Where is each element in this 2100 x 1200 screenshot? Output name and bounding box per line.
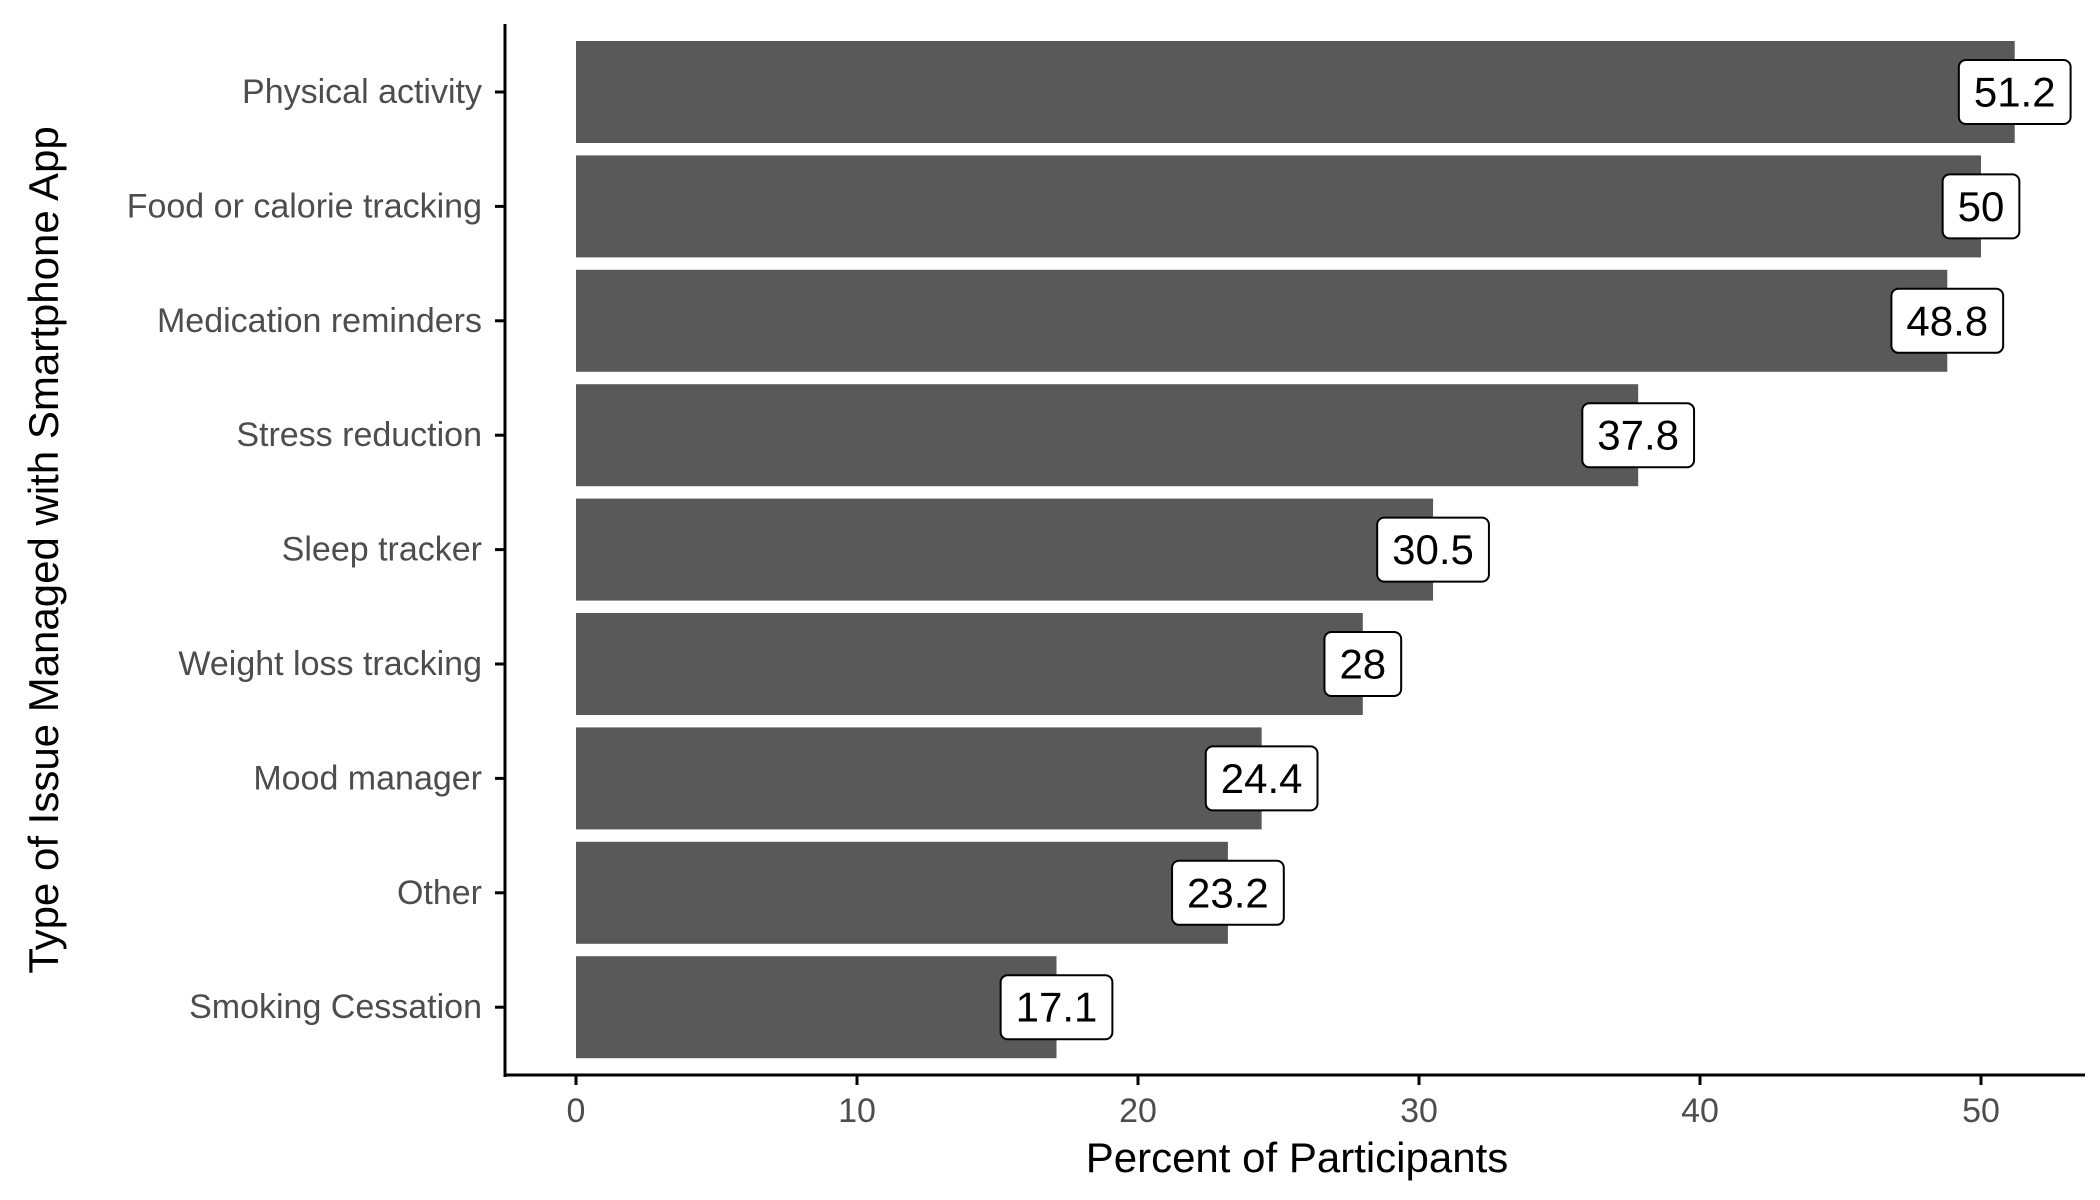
x-tick-labels: 0 10 20 30 40 50 [567, 1076, 2000, 1130]
data-label-text-smoking-cessation: 17.1 [1016, 984, 1098, 1031]
data-label-sleep-tracker: 30.5 [1376, 516, 1490, 583]
data-labels-group: 51.2 50 48.8 37.8 30.5 28 24.4 23.2 17.1 [999, 59, 2072, 1041]
data-label-box-food-or-calorie-tracking [1941, 173, 2021, 240]
bar-other [576, 841, 1228, 944]
y-tick-label-physical-activity: Physical activity [242, 73, 482, 111]
data-label-stress-reduction: 37.8 [1581, 402, 1696, 469]
y-tick-label-food-or-calorie-tracking: Food or calorie tracking [127, 187, 482, 225]
x-tick-label-20: 20 [1119, 1092, 1157, 1130]
y-tick-label-mood-manager: Mood manager [253, 759, 482, 797]
data-label-physical-activity: 51.2 [1957, 59, 2072, 125]
data-label-text-other: 23.2 [1187, 869, 1269, 916]
data-label-box-medication-reminders [1890, 287, 2005, 354]
x-tick-label-30: 30 [1400, 1092, 1438, 1130]
data-label-text-sleep-tracker: 30.5 [1392, 526, 1474, 573]
data-label-text-medication-reminders: 48.8 [1906, 297, 1988, 344]
data-label-text-mood-manager: 24.4 [1221, 755, 1303, 802]
data-label-weight-loss-tracking: 28 [1323, 631, 1403, 697]
bar-physical-activity [576, 41, 2015, 143]
data-label-mood-manager: 24.4 [1204, 745, 1319, 812]
data-label-box-other [1171, 859, 1285, 926]
y-tick-label-other: Other [397, 874, 482, 912]
data-label-other: 23.2 [1171, 859, 1285, 926]
y-axis-title: Type of Issue Managed with Smartphone Ap… [20, 126, 67, 974]
data-label-text-stress-reduction: 37.8 [1597, 412, 1679, 459]
x-axis-title: Percent of Participants [1086, 1134, 1509, 1181]
x-tick-label-0: 0 [567, 1092, 586, 1130]
data-label-smoking-cessation: 17.1 [999, 974, 1114, 1041]
y-tick-label-weight-loss-tracking: Weight loss tracking [178, 645, 482, 683]
y-tick-label-sleep-tracker: Sleep tracker [282, 531, 482, 569]
data-label-box-physical-activity [1957, 59, 2072, 125]
data-label-text-weight-loss-tracking: 28 [1339, 641, 1386, 688]
data-label-box-weight-loss-tracking [1323, 631, 1403, 697]
data-label-box-sleep-tracker [1376, 516, 1490, 583]
y-tick-label-medication-reminders: Medication reminders [157, 302, 482, 340]
y-tick-label-smoking-cessation: Smoking Cessation [189, 988, 482, 1026]
bar-food-or-calorie-tracking [576, 155, 1981, 258]
data-label-box-stress-reduction [1581, 402, 1696, 469]
bar-smoking-cessation [576, 956, 1057, 1059]
y-category-labels: Physical activity Food or calorie trackin… [127, 73, 504, 1026]
data-label-box-smoking-cessation [999, 974, 1114, 1041]
data-label-text-food-or-calorie-tracking: 50 [1958, 183, 2005, 230]
data-label-food-or-calorie-tracking: 50 [1941, 173, 2021, 240]
bar-mood-manager [576, 727, 1262, 830]
bar-medication-reminders [576, 269, 1948, 372]
bar-weight-loss-tracking [576, 613, 1363, 715]
bar-stress-reduction [576, 384, 1639, 487]
y-tick-label-stress-reduction: Stress reduction [236, 416, 482, 454]
bars-group [576, 41, 2015, 1059]
x-tick-label-10: 10 [838, 1092, 876, 1130]
bar-sleep-tracker [576, 498, 1434, 601]
x-tick-label-50: 50 [1962, 1092, 2000, 1130]
data-label-text-physical-activity: 51.2 [1974, 69, 2056, 116]
data-label-box-mood-manager [1204, 745, 1319, 812]
x-tick-label-40: 40 [1681, 1092, 1719, 1130]
data-label-medication-reminders: 48.8 [1890, 287, 2005, 354]
